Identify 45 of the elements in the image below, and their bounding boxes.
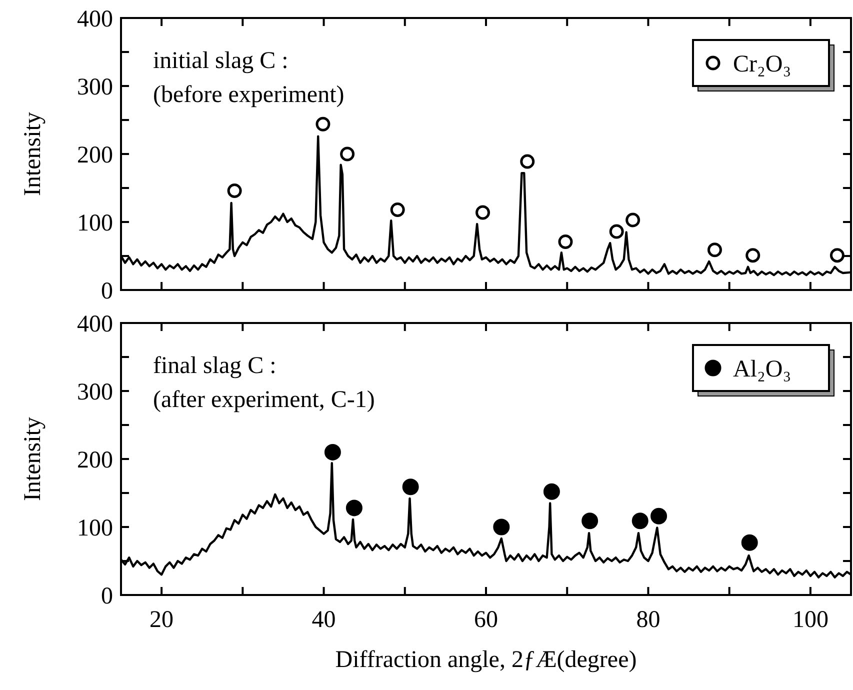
point (558, 234, 573, 249)
y-tick-label: 300 (77, 74, 113, 100)
x-axis-title: Diffraction angle, 2ƒÆ(degree) (335, 647, 637, 673)
point (609, 224, 624, 239)
point (632, 512, 648, 530)
y-axis-title: Intensity (20, 417, 46, 501)
y-tick-label: 200 (77, 142, 113, 168)
point (493, 518, 510, 536)
x-tick-label: 80 (636, 607, 660, 633)
annotation: final slag C : (153, 353, 276, 379)
point (390, 202, 405, 218)
y-tick-label: 0 (101, 278, 113, 304)
point (346, 500, 362, 516)
y-tick-label: 400 (77, 311, 113, 338)
point (707, 242, 722, 258)
x-tick-label: 20 (150, 607, 174, 633)
annotation: (before experiment) (153, 82, 344, 108)
legend-label: Cr₂O₃ (733, 51, 792, 78)
point (324, 444, 341, 460)
point (626, 212, 640, 228)
point (402, 478, 419, 496)
point (582, 512, 598, 530)
y-tick-label: 300 (77, 379, 113, 406)
y-tick-label: 0 (101, 583, 113, 610)
point (227, 183, 242, 198)
point (520, 154, 535, 169)
y-tick-label: 400 (77, 6, 113, 32)
point (741, 534, 758, 551)
y-tick-label: 100 (77, 515, 113, 542)
y-tick-label: 100 (77, 210, 113, 236)
x-tick-label: 60 (474, 607, 498, 633)
x-tick-label: 100 (792, 607, 828, 633)
point (830, 248, 844, 263)
annotation: (after experiment, C-1) (153, 387, 375, 413)
point (746, 248, 760, 263)
point (476, 205, 490, 220)
annotation: initial slag C : (153, 48, 288, 74)
y-tick-label: 200 (77, 447, 113, 474)
legend-label: Al₂O₃ (733, 356, 792, 382)
point (316, 116, 330, 132)
point (340, 146, 355, 162)
y-axis-title: Intensity (20, 112, 46, 196)
point (543, 483, 560, 500)
x-tick-label: 40 (312, 607, 336, 633)
point (650, 508, 668, 524)
